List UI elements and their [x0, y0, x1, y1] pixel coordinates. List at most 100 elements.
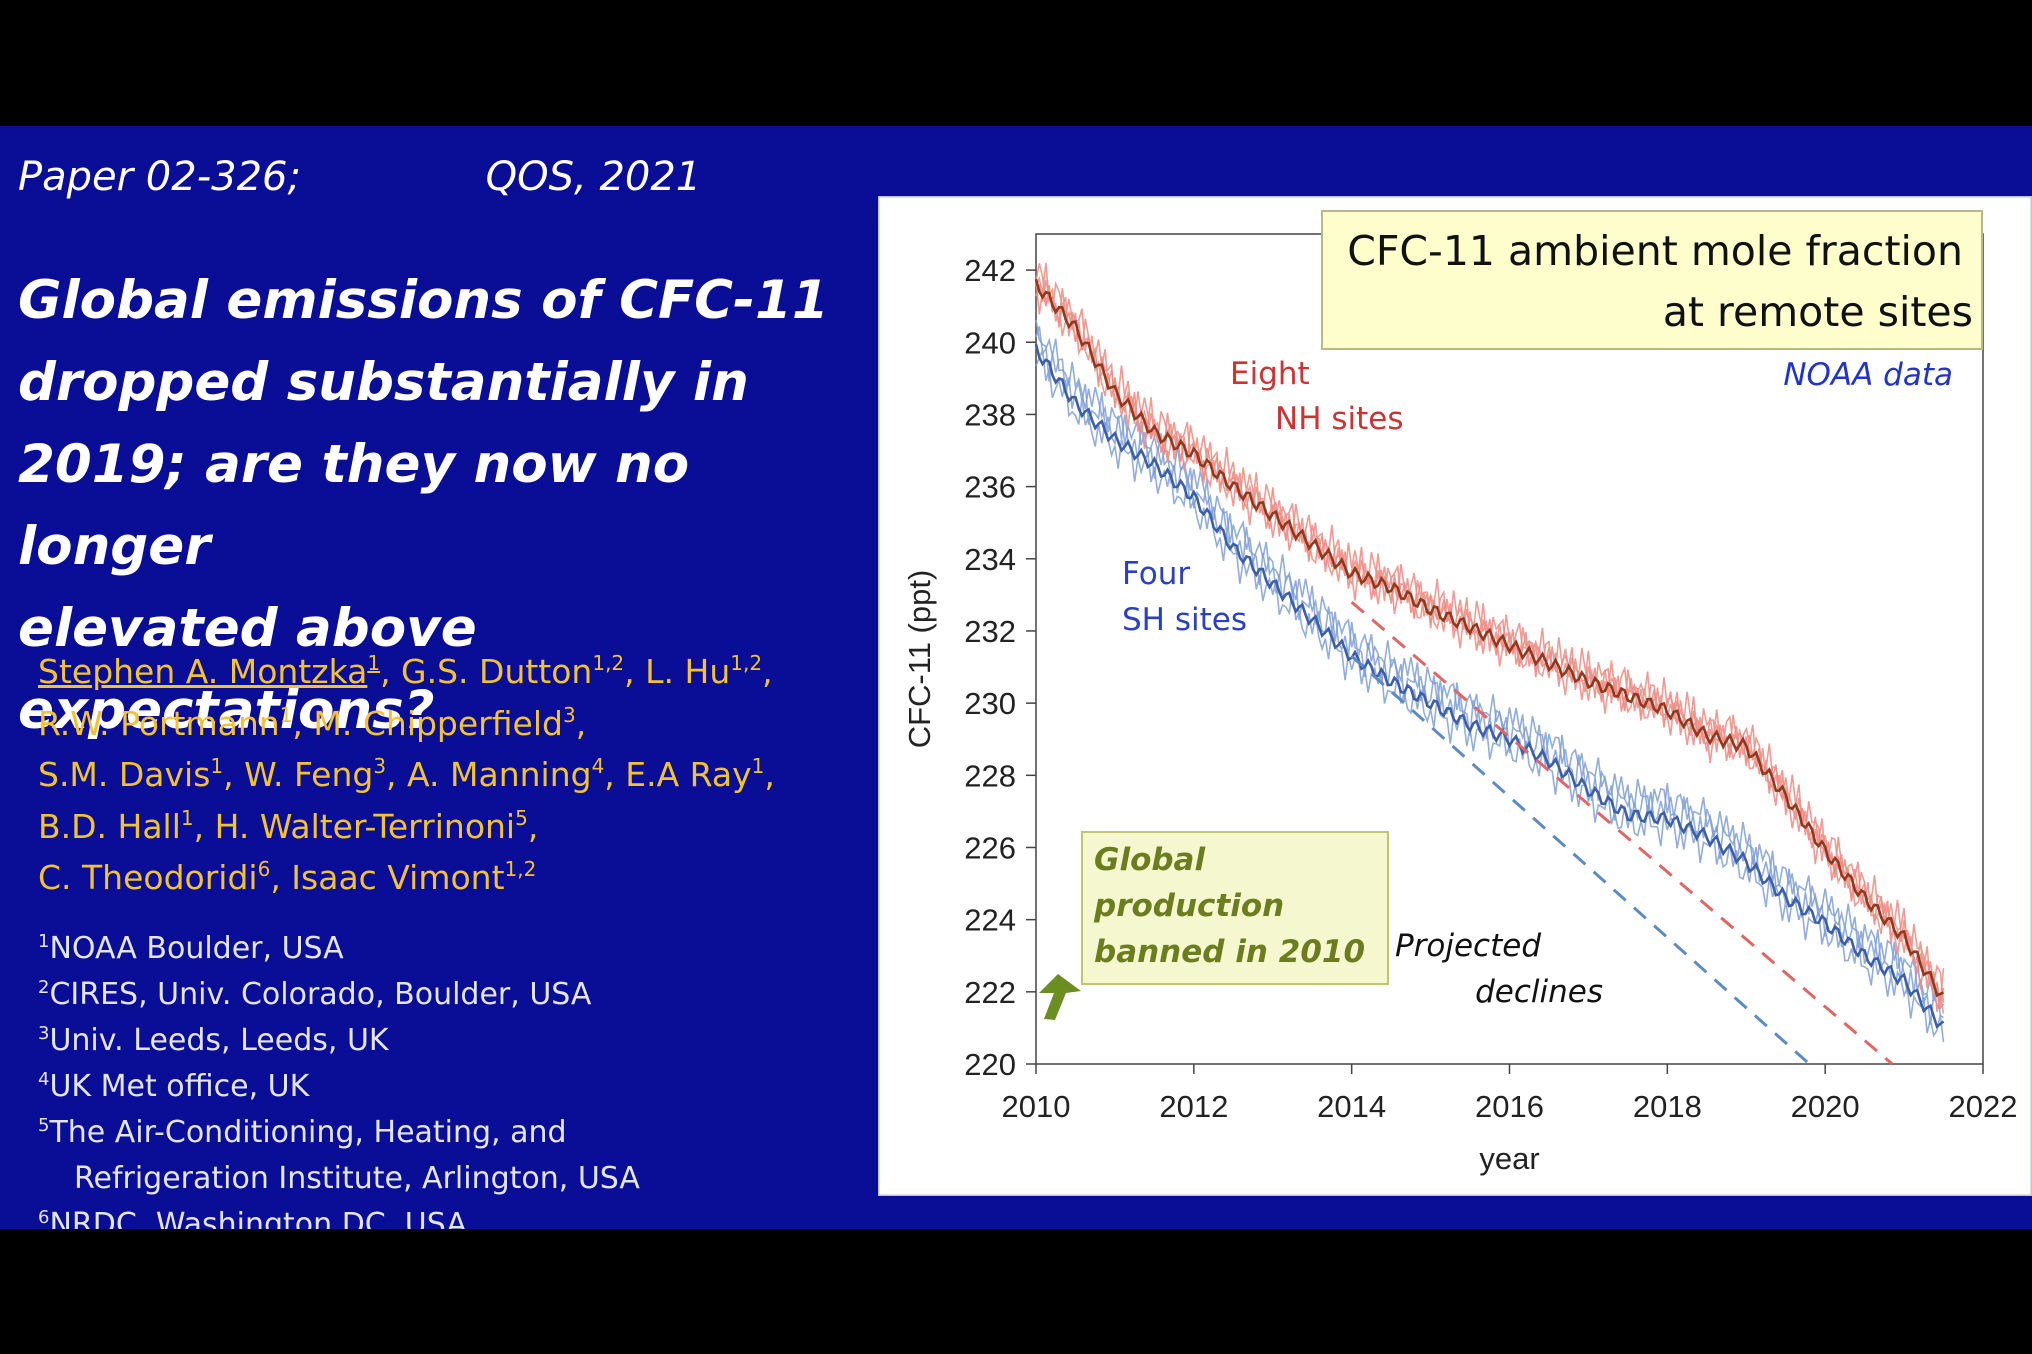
author-affiliation-number: 3: [562, 702, 576, 727]
slide: Paper 02-326; QOS, 2021 Global emissions…: [0, 126, 2032, 1229]
y-tick-label: 226: [964, 830, 1016, 865]
author-affiliation-number: 1: [180, 805, 194, 830]
production-ban-label: production: [1093, 888, 1284, 924]
paper-id: Paper 02-326;: [18, 154, 301, 200]
production-ban-label: Global: [1094, 842, 1205, 878]
x-tick-label: 2010: [1002, 1089, 1071, 1124]
author: R.W. Portmann1: [38, 704, 292, 743]
title-line: Global emissions of CFC-11: [18, 270, 829, 331]
production-ban-arrow-icon: [1039, 974, 1081, 1020]
nh-label: NH sites: [1275, 401, 1404, 437]
nh-site-trace: [1035, 263, 1945, 1003]
y-axis-label: CFC-11 (ppt): [902, 570, 937, 749]
projection-label: declines: [1475, 974, 1603, 1010]
y-tick-label: 230: [964, 686, 1016, 721]
production-ban-label: banned in 2010: [1094, 934, 1365, 970]
x-tick-label: 2012: [1159, 1089, 1228, 1124]
source-label: NOAA data: [1783, 357, 1953, 393]
x-tick-label: 2022: [1949, 1089, 2018, 1124]
author-affiliation-number: 6: [257, 857, 271, 881]
author-name: R.W. Portmann: [38, 703, 280, 743]
author: S.M. Davis1: [38, 755, 223, 794]
author-affiliation-number: 1: [751, 754, 765, 778]
author-name: Isaac Vimont: [291, 858, 505, 897]
x-tick-label: 2016: [1475, 1089, 1544, 1124]
author-name: G.S. Dutton: [401, 652, 593, 691]
affiliation-number: 5: [38, 1115, 50, 1136]
affiliation-text: Univ. Leeds, Leeds, UK: [49, 1023, 389, 1058]
author-name: B.D. Hall: [38, 806, 181, 846]
author-affiliation-number: 1,2: [504, 857, 537, 881]
production-ban-box: [1081, 831, 1389, 985]
sh-site-trace: [1035, 326, 1944, 1019]
affiliation-number: 6: [38, 1207, 50, 1228]
chart-panel: 2010 2012 2014 2016 2018 2020 2022 220 222 224 226…: [878, 196, 2032, 1196]
affiliation-number: 2: [38, 977, 50, 998]
affiliation: 3Univ. Leeds, Leeds, UK: [38, 1018, 798, 1064]
chart-title-box: [1321, 210, 1983, 350]
title-line: elevated above expectations?: [18, 598, 477, 741]
affiliation-number: 4: [38, 1069, 50, 1090]
y-tick-label: 228: [964, 758, 1016, 793]
affiliation-text: The Air-Conditioning, Heating, and: [49, 1115, 567, 1150]
author: H. Walter-Terrinoni5: [215, 807, 528, 846]
author: E.A Ray1: [625, 755, 764, 794]
author-affiliation-number: 1,2: [592, 651, 625, 675]
title-line: 2019; are they now no longer: [18, 434, 690, 577]
affiliation: 5The Air-Conditioning, Heating, and: [38, 1110, 798, 1156]
nh-projection-line: [1350, 600, 1894, 1066]
author-name: A. Manning: [407, 755, 592, 794]
author-affiliation-number: 1: [279, 702, 293, 727]
y-tick-label: 236: [964, 470, 1016, 505]
sh-series-line: [1034, 343, 1945, 1029]
y-tick-label: 220: [964, 1047, 1016, 1082]
author-affiliation-number: 1: [210, 754, 224, 778]
nh-label: Eight: [1230, 356, 1310, 392]
chart-title-line: CFC-11 ambient mole fraction: [1347, 227, 1963, 275]
x-tick-label: 2014: [1317, 1089, 1386, 1124]
affiliation-text: NRDC, Washington DC, USA: [49, 1207, 467, 1229]
author: C. Theodoridi6: [38, 858, 270, 897]
affiliation-number: 3: [38, 1023, 50, 1044]
author-name: W. Feng: [244, 755, 374, 794]
x-tick-label: 2020: [1791, 1089, 1860, 1124]
author: G.S. Dutton1,2: [401, 652, 624, 691]
author[interactable]: Stephen A. Montzka1: [38, 652, 380, 691]
y-tick-label: 234: [964, 542, 1016, 577]
affiliation-text: CIRES, Univ. Colorado, Boulder, USA: [49, 977, 592, 1012]
author: M. Chipperfield3: [313, 704, 575, 743]
affiliation-list: 1NOAA Boulder, USA 2CIRES, Univ. Colorado…: [38, 926, 798, 1229]
author: Isaac Vimont1,2: [291, 858, 536, 897]
venue: QOS, 2021: [485, 154, 702, 200]
author-name[interactable]: Stephen A. Montzka: [38, 652, 368, 691]
y-tick-label: 222: [964, 975, 1016, 1010]
author-affiliation-number: 4: [591, 754, 605, 778]
author-name: S.M. Davis: [38, 755, 211, 794]
author-name: C. Theodoridi: [38, 858, 258, 897]
sh-label: SH sites: [1122, 602, 1247, 638]
y-tick-label: 242: [964, 253, 1016, 288]
affiliation-text-continued: Refrigeration Institute, Arlington, USA: [74, 1161, 640, 1196]
paper-reference: Paper 02-326; QOS, 2021: [18, 154, 701, 200]
projection-label: Projected: [1395, 928, 1541, 964]
x-tick-label: 2018: [1633, 1089, 1702, 1124]
nh-series-line: [1034, 278, 1945, 998]
title-line: dropped substantially in: [18, 352, 749, 413]
chart-title-line: at remote sites: [1663, 288, 1973, 336]
sh-projection-line: [1350, 655, 1811, 1066]
author: A. Manning4: [407, 755, 604, 794]
author-list: Stephen A. Montzka1, G.S. Dutton1,2, L. …: [38, 651, 775, 897]
affiliation: 6NRDC, Washington DC, USA: [38, 1202, 798, 1229]
sh-label: Four: [1122, 556, 1190, 592]
affiliation-text: NOAA Boulder, USA: [49, 931, 344, 966]
y-tick-label: 240: [964, 325, 1016, 360]
talk-title: Global emissions of CFC-11 dropped subst…: [18, 260, 878, 752]
author: B.D. Hall1: [38, 807, 194, 846]
author: L. Hu1,2: [645, 652, 762, 691]
y-tick-label: 238: [964, 397, 1016, 432]
author-name: H. Walter-Terrinoni: [214, 806, 516, 846]
affiliation: 2CIRES, Univ. Colorado, Boulder, USA: [38, 972, 798, 1018]
affiliation-number: 1: [38, 931, 50, 952]
author-affiliation-number: 1: [367, 651, 381, 675]
author-affiliation-number: 1,2: [730, 651, 763, 675]
